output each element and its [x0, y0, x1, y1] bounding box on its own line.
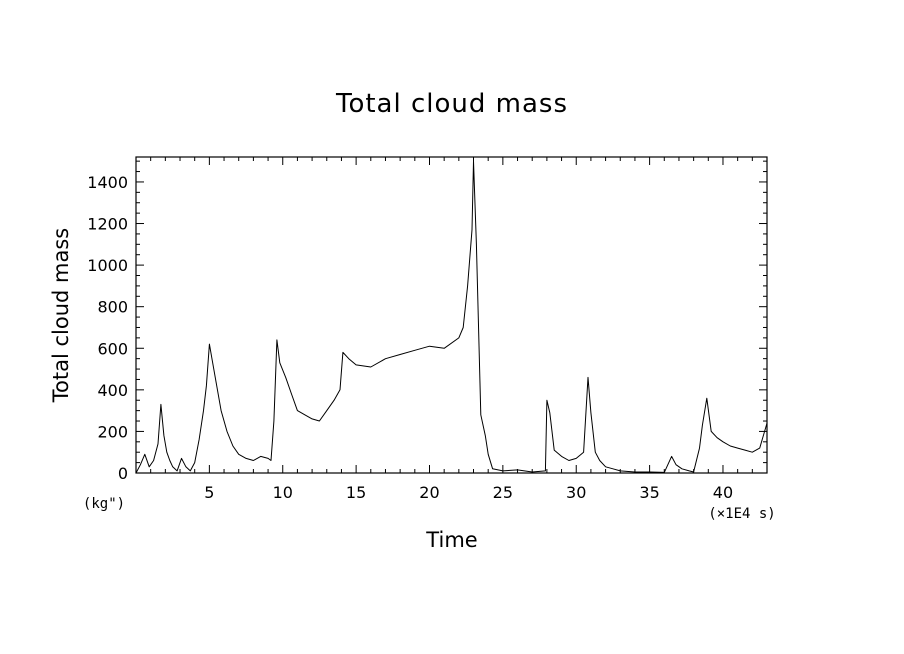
x-tick-label: 10 — [273, 483, 293, 502]
x-tick-label: 25 — [493, 483, 513, 502]
y-tick-label: 1200 — [87, 215, 128, 234]
x-tick-label: 30 — [566, 483, 586, 502]
x-tick-label: 35 — [639, 483, 659, 502]
y-tick-label: 400 — [97, 381, 128, 400]
plot-frame — [135, 156, 768, 474]
x-tick-label: 5 — [204, 483, 214, 502]
chart-title: Total cloud mass — [335, 89, 568, 119]
y-axis-label: Total cloud mass — [49, 228, 73, 403]
y-tick-label: 0 — [118, 464, 128, 483]
axis-ticks — [136, 157, 767, 473]
x-tick-label: 40 — [713, 483, 733, 502]
y-tick-label: 200 — [97, 422, 128, 441]
series-layer — [135, 160, 768, 474]
x-axis-label: Time — [425, 528, 477, 552]
y-tick-label: 1400 — [87, 173, 128, 192]
y-tick-label: 600 — [97, 339, 128, 358]
x-tick-label: 15 — [346, 483, 366, 502]
y-tick-label: 1000 — [87, 256, 128, 275]
series-line — [135, 160, 768, 474]
y-tick-label: 800 — [97, 298, 128, 317]
y-unit-label: (kg") — [83, 496, 125, 512]
x-tick-label: 20 — [419, 483, 439, 502]
x-unit-label: (×1E4 s) — [708, 506, 775, 522]
